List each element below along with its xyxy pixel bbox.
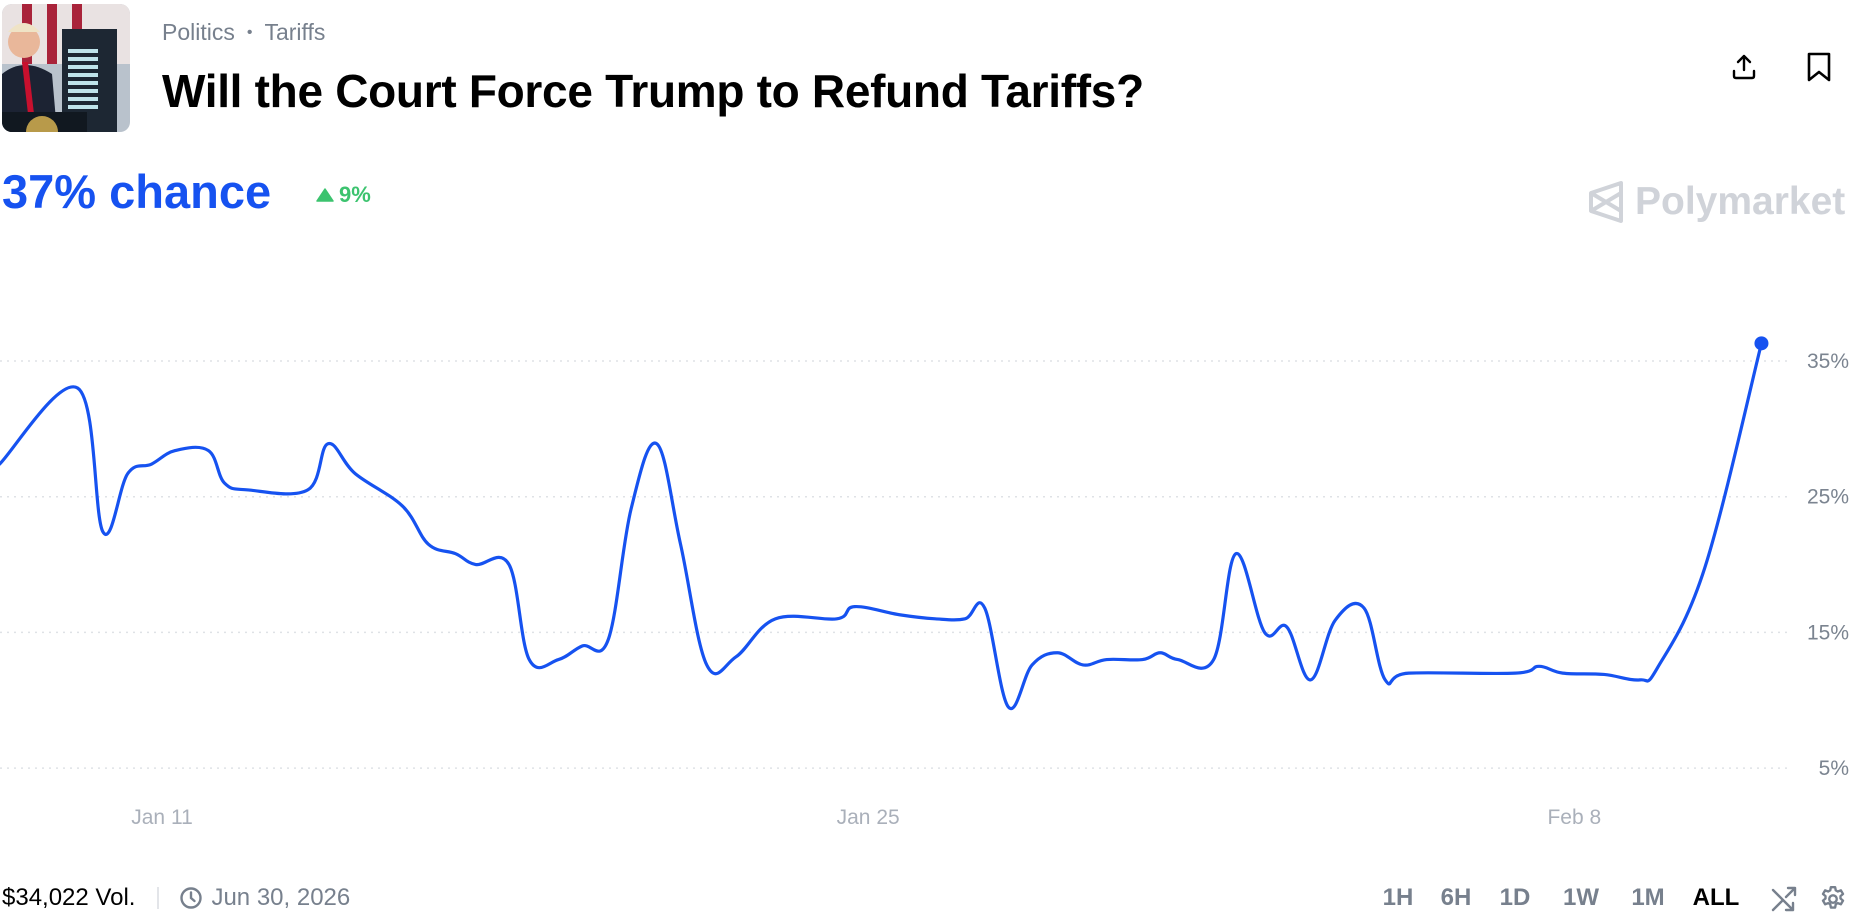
market-thumbnail [2,4,130,132]
shuffle-icon [1771,886,1797,912]
series-line-yes [0,341,1764,711]
chart-settings-button[interactable] [1815,881,1851,917]
timeframe-1w[interactable]: 1W [1563,884,1599,911]
y-tick-label: 15% [1807,621,1849,644]
bookmark-icon [1807,52,1831,82]
divider [157,887,160,909]
gear-icon [1821,885,1845,909]
clock-icon [180,887,203,909]
end-date: Jun 30, 2026 [211,884,351,911]
share-icon [1732,54,1756,80]
market-meta: $34,022 Vol. Jun 30, 2026 [2,884,350,912]
x-tick-label: Feb 8 [1547,806,1601,829]
timeframe-all[interactable]: ALL [1692,884,1740,911]
share-button[interactable] [1726,49,1762,85]
timeframe-1d[interactable]: 1D [1499,884,1531,911]
y-tick-label: 25% [1807,486,1849,509]
breadcrumb-separator: • [246,24,253,41]
chance-value: 37% chance [2,165,272,218]
x-tick-label: Jan 11 [131,806,193,829]
timeframe-6h[interactable]: 6H [1440,884,1472,911]
page-title: Will the Court Force Trump to Refund Tar… [162,65,1144,117]
timeframe-1m[interactable]: 1M [1631,884,1665,911]
timeframe-1h[interactable]: 1H [1382,884,1414,911]
volume: $34,022 Vol. [2,884,136,911]
change-value: 9% [339,182,371,207]
brand-name: Polymarket [1635,180,1846,223]
breadcrumb-tariffs[interactable]: Tariffs [264,19,326,45]
y-tick-label: 5% [1819,757,1849,780]
polymarket-logo-icon [1589,181,1623,223]
series-endpoint [1754,336,1769,351]
change-badge: 9% [316,182,371,208]
triangle-up-icon [316,188,334,202]
polymarket-watermark: Polymarket [1587,180,1845,224]
bookmark-button[interactable] [1801,49,1837,85]
y-tick-label: 35% [1807,350,1849,373]
breadcrumb: Politics • Tariffs [162,19,325,46]
breadcrumb-politics[interactable]: Politics [162,19,235,45]
compare-button[interactable] [1766,881,1802,917]
x-tick-label: Jan 25 [837,806,900,829]
